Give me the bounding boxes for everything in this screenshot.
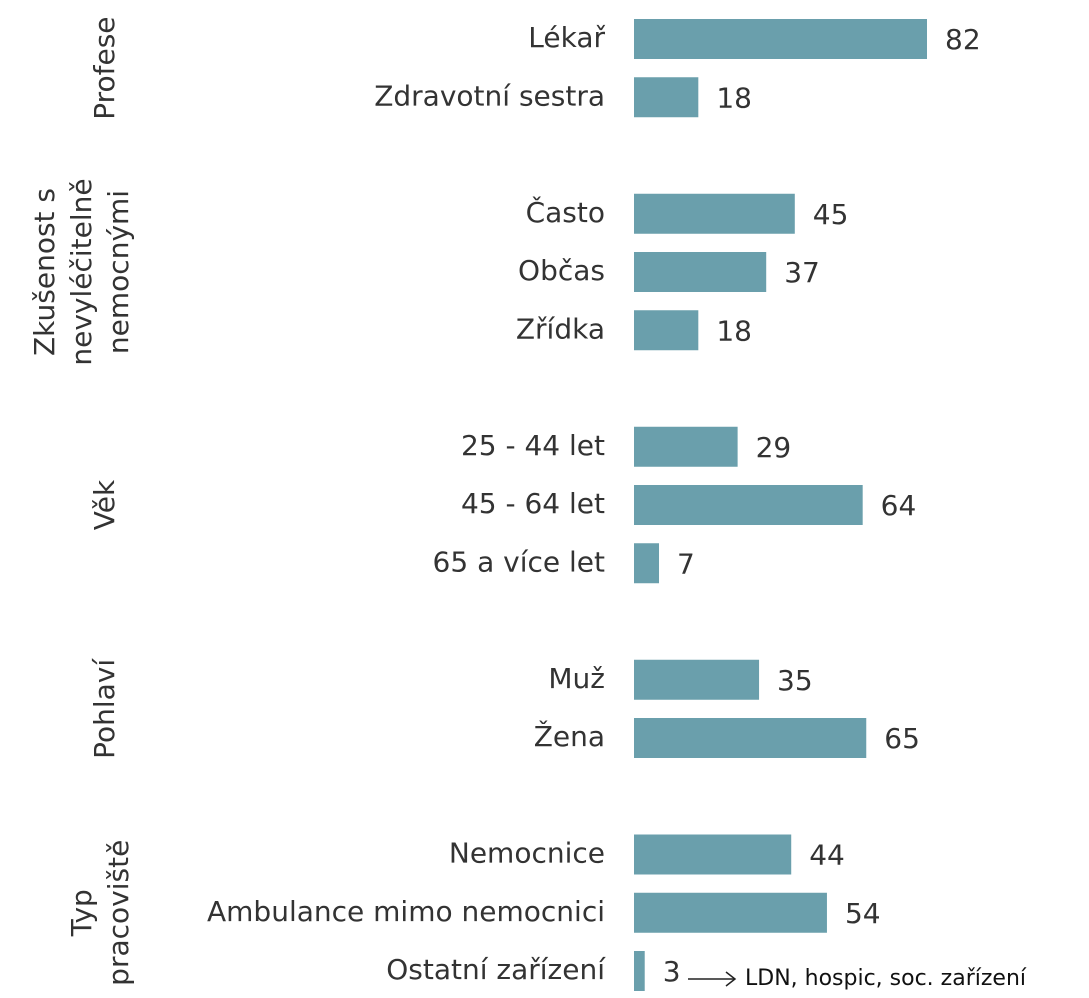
- group-label: Profese: [88, 16, 121, 119]
- annotation-arrowhead: [725, 971, 737, 987]
- bar: [634, 252, 767, 292]
- bar: [634, 193, 795, 234]
- bar: [634, 718, 867, 758]
- value-label: 35: [777, 664, 813, 697]
- group-label: Zkušenost s nevyléčitelně nemocnými: [28, 178, 135, 365]
- category-label: Muž: [548, 662, 605, 695]
- bar: [634, 659, 760, 700]
- bar: [634, 543, 660, 584]
- category-label: Zdravotní sestra: [374, 79, 605, 112]
- category-label: Občas: [518, 254, 605, 287]
- bar: [634, 485, 863, 525]
- bar: [634, 834, 792, 875]
- value-label: 64: [881, 489, 917, 522]
- group-label: Pohlaví: [88, 658, 121, 759]
- category-label: Často: [526, 195, 605, 229]
- annotation: LDN, hospic, soc. zařízení: [745, 966, 1027, 991]
- bar: [634, 19, 927, 59]
- group-label: Věk: [88, 479, 121, 530]
- bar: [634, 892, 827, 933]
- category-label: Žena: [534, 719, 605, 753]
- value-label: 37: [784, 256, 820, 289]
- value-label: 7: [677, 547, 695, 580]
- value-label: 18: [716, 314, 752, 347]
- category-label: Lékař: [528, 21, 605, 54]
- category-label: Ambulance mimo nemocnici: [207, 895, 605, 928]
- category-label: Ostatní zařízení: [386, 953, 606, 986]
- category-label: 45 - 64 let: [461, 487, 605, 520]
- value-label: 18: [716, 81, 752, 114]
- value-label: 65: [884, 722, 920, 755]
- value-label: 44: [809, 839, 845, 872]
- value-label: 54: [845, 897, 881, 930]
- bar: [634, 77, 699, 118]
- value-label: 45: [813, 198, 849, 231]
- value-label: 29: [756, 431, 792, 464]
- bar: [634, 951, 645, 991]
- group-label: Typ pracoviště: [65, 840, 135, 986]
- value-label: 3: [663, 955, 681, 988]
- bar: [634, 310, 699, 351]
- category-label: Zřídka: [516, 312, 605, 345]
- category-label: 25 - 44 let: [461, 429, 605, 462]
- category-label: Nemocnice: [449, 837, 605, 870]
- bar: [634, 426, 738, 467]
- value-label: 82: [945, 23, 981, 56]
- category-label: 65 a více let: [433, 545, 605, 578]
